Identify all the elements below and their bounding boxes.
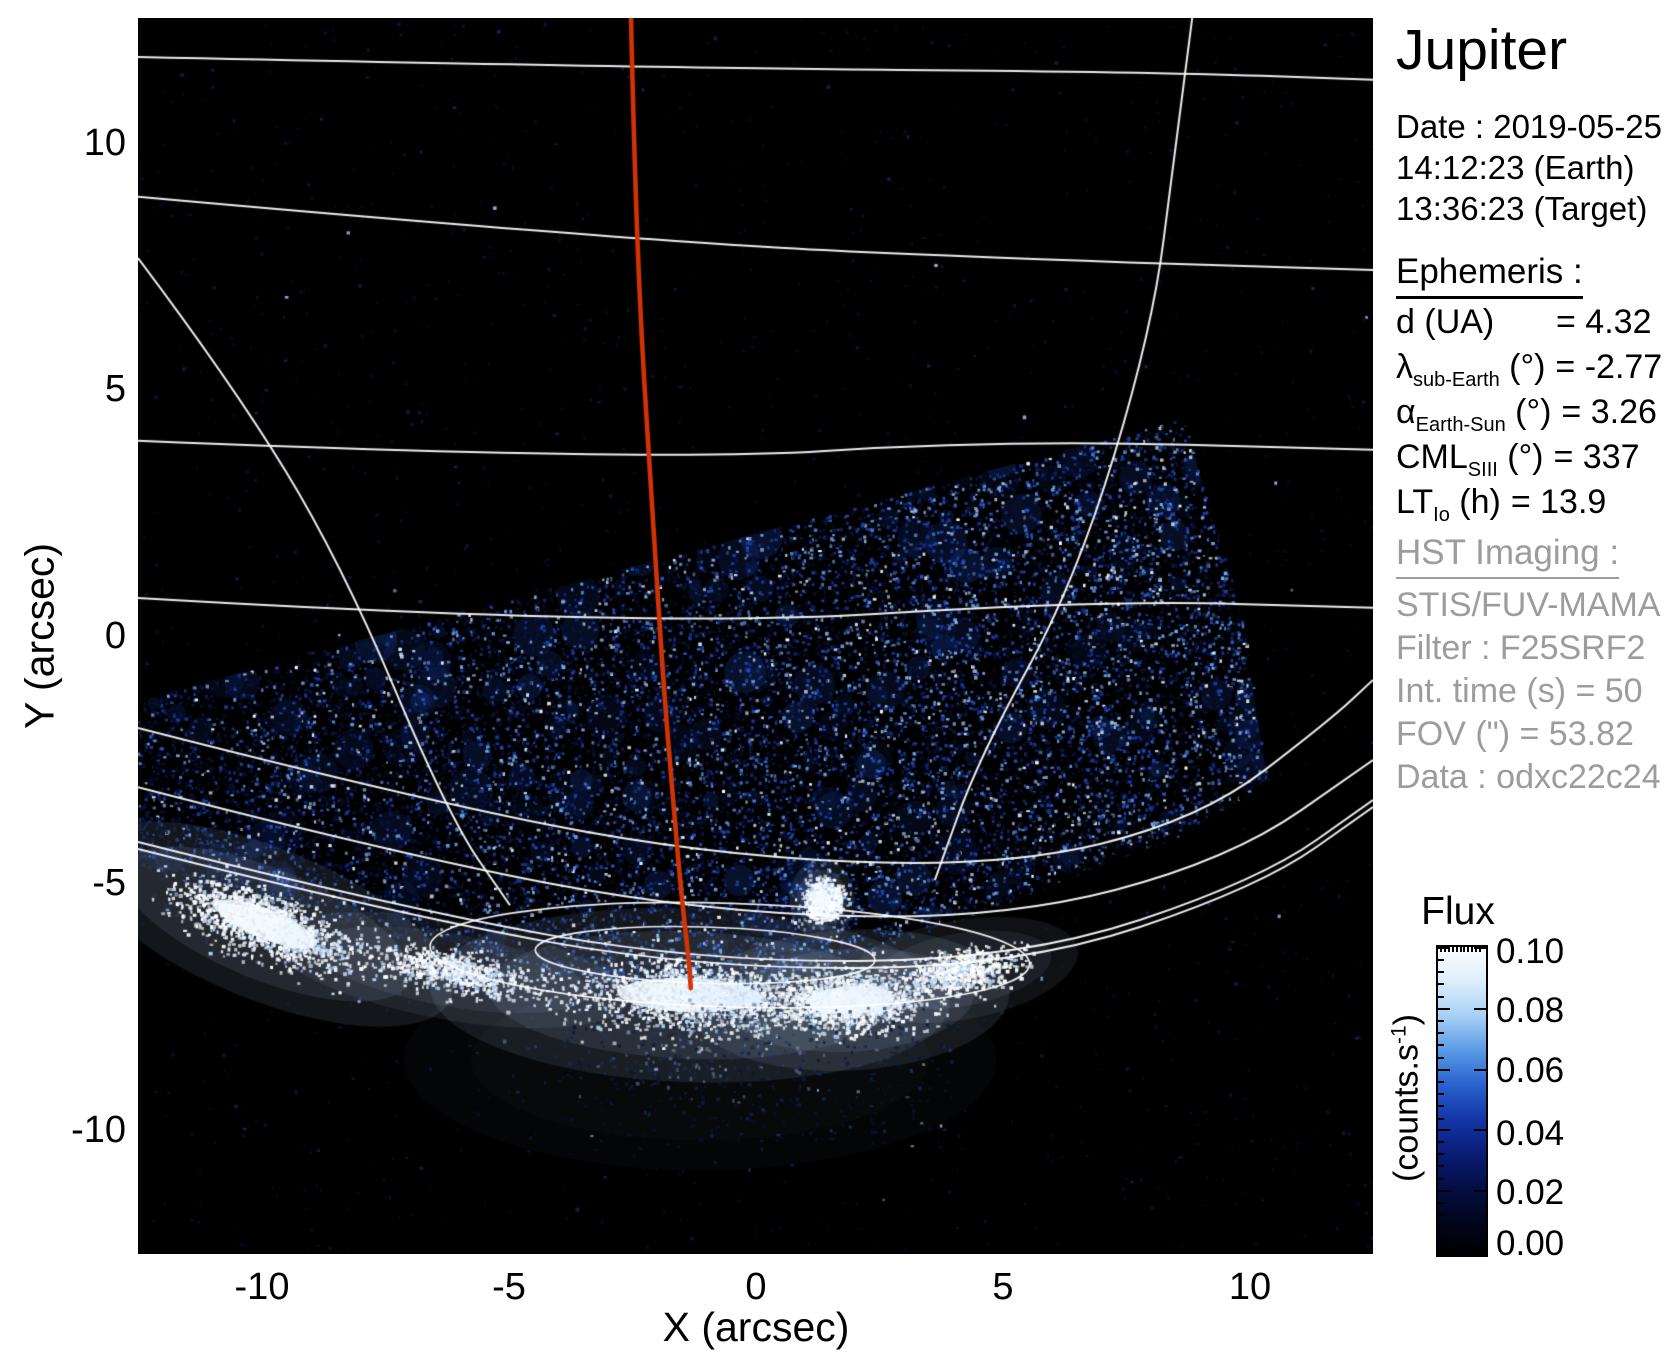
colorbar-unit-label: (counts.s-1) [1387,1014,1426,1182]
ephemeris-row-cml: CMLSIII (°) = 337 [1396,438,1640,481]
hst-imaging-heading: HST Imaging : [1396,533,1620,579]
x-axis-tick-label: 10 [1228,1266,1272,1308]
colorbar-tick-label: 0.02 [1496,1173,1565,1212]
ephemeris-row-phase-angle: αEarth-Sun (°) = 3.26 [1396,393,1657,436]
x-axis-tick-label: -10 [234,1266,290,1308]
fov-line: FOV (") = 53.82 [1396,715,1634,753]
ephemeris-table: d (UA) = 4.32 λsub-Earth (°) = -2.77 αEart… [1396,303,1662,528]
colorbar-tick-label: 0.06 [1496,1051,1565,1090]
colorbar-tick-label: 0.10 [1496,932,1565,971]
flux-colorbar-gradient [1436,945,1488,1257]
x-axis-title: X (arcsec) [662,1304,850,1350]
colorbar-title: Flux [1421,890,1495,933]
plot-title: Jupiter [1396,18,1568,82]
y-axis-tick-label: -5 [92,862,126,904]
plot-area [138,18,1373,1254]
x-axis-tick-label: -5 [492,1266,526,1308]
earth-time-line: 14:12:23 (Earth) [1396,149,1635,186]
instrument-line: STIS/FUV-MAMA [1396,586,1661,624]
y-axis-tick-label: 0 [104,615,126,657]
date-line: Date : 2019-05-25 [1396,108,1663,145]
dataset-line: Data : odxc22c24 [1396,758,1661,796]
y-axis-tick-label: 5 [104,368,126,410]
target-time-line: 13:36:23 (Target) [1396,190,1648,227]
y-axis-tick-label: 10 [83,122,126,164]
ephemeris-row-distance: d (UA) = 4.32 [1396,303,1652,341]
colorbar-tick-label: 0.08 [1496,991,1565,1030]
hst-imaging-block: STIS/FUV-MAMA Filter : F25SRF2 Int. time… [1396,584,1661,799]
ephemeris-heading: Ephemeris : [1396,252,1583,299]
ephemeris-row-io-local-time: LTIo (h) = 13.9 [1396,483,1607,526]
y-axis-title: Y (arcsec) [16,542,63,730]
y-axis-tick-label: -10 [71,1109,126,1151]
colorbar-tick-label: 0.04 [1496,1114,1565,1153]
image-plot-canvas [138,18,1373,1254]
ephemeris-row-subearth-latitude: λsub-Earth (°) = -2.77 [1396,348,1663,391]
filter-line: Filter : F25SRF2 [1396,629,1646,667]
observation-date-block: Date : 2019-05-25 14:12:23 (Earth) 13:36… [1396,106,1662,229]
integration-time-line: Int. time (s) = 50 [1396,672,1643,710]
x-axis-tick-label: 0 [745,1266,767,1308]
colorbar-tick-label: 0.00 [1496,1224,1565,1263]
x-axis-tick-label: 5 [992,1266,1014,1308]
